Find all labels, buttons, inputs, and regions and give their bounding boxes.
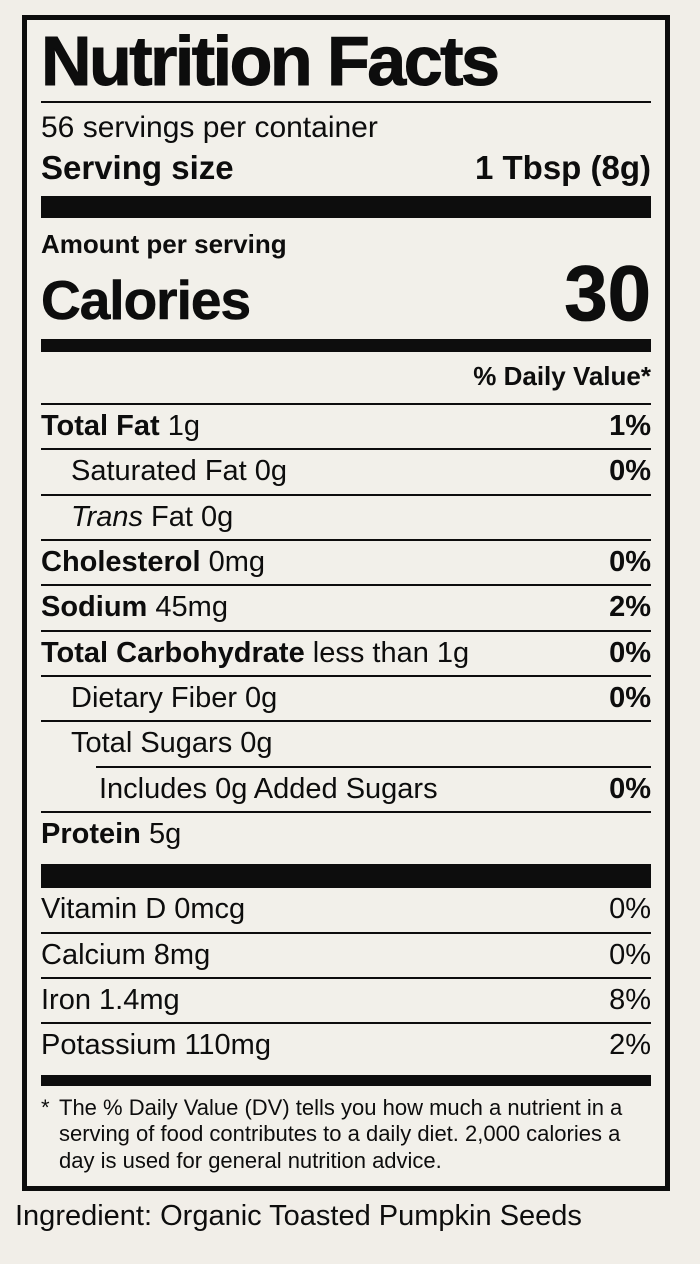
nutrient-dv: 0% xyxy=(609,546,651,579)
vitamin-dv: 0% xyxy=(609,938,651,971)
section-bar-medium xyxy=(41,338,651,352)
calories-value: 30 xyxy=(564,249,652,338)
divider-inset xyxy=(96,765,651,768)
daily-value-footnote: * The % Daily Value (DV) tells you how m… xyxy=(41,1086,651,1174)
divider xyxy=(41,931,651,934)
divider xyxy=(41,675,651,678)
amount-per-serving: Amount per serving xyxy=(41,228,287,259)
ingredient-statement: Ingredient: Organic Toasted Pumpkin Seed… xyxy=(15,1200,582,1232)
divider xyxy=(41,811,651,814)
nutrient-row-added-sugars: Includes 0g Added Sugars 0% xyxy=(99,772,651,805)
divider xyxy=(41,584,651,587)
section-bar-thick xyxy=(41,195,651,218)
label-title: Nutrition Facts xyxy=(41,25,651,104)
vitamin-row-vitamin-d: Vitamin D 0mcg 0% xyxy=(41,893,651,926)
nutrient-dv: 1% xyxy=(609,409,651,442)
footnote-asterisk: * xyxy=(41,1094,50,1120)
divider xyxy=(41,448,651,451)
nutrient-dv: 0% xyxy=(609,772,651,805)
serving-size-row: Serving size 1 Tbsp (8g) xyxy=(41,147,651,195)
serving-size-label: Serving size xyxy=(41,149,234,187)
nutrient-row-cholesterol: Cholesterol 0mg 0% xyxy=(41,546,651,579)
nutrient-row-dietary-fiber: Dietary Fiber 0g 0% xyxy=(71,682,651,715)
calories-label: Calories xyxy=(41,269,252,332)
vitamin-row-calcium: Calcium 8mg 0% xyxy=(41,938,651,971)
nutrient-row-total-carbohydrate: Total Carbohydrate less than 1g 0% xyxy=(41,636,651,669)
section-bar-footnote xyxy=(41,1074,651,1086)
nutrient-row-total-fat: Total Fat 1g 1% xyxy=(41,409,651,442)
vitamin-dv: 8% xyxy=(609,984,651,1017)
nutrient-row-saturated-fat: Saturated Fat 0g 0% xyxy=(71,455,651,488)
divider xyxy=(41,629,651,632)
daily-value-header: % Daily Value* xyxy=(473,360,651,391)
vitamin-row-potassium: Potassium 110mg 2% xyxy=(41,1029,651,1062)
serving-size-value: 1 Tbsp (8g) xyxy=(474,149,651,187)
nutrient-dv: 2% xyxy=(609,591,651,624)
nutrient-row-sodium: Sodium 45mg 2% xyxy=(41,591,651,624)
nutrition-facts-label: Nutrition Facts 56 servings per containe… xyxy=(22,15,670,1191)
divider xyxy=(41,720,651,723)
nutrient-dv: 0% xyxy=(609,682,651,715)
nutrient-row-trans-fat: Trans Fat 0g xyxy=(71,500,234,533)
divider xyxy=(41,493,651,496)
vitamin-dv: 2% xyxy=(609,1029,651,1062)
divider xyxy=(41,977,651,980)
vitamin-row-iron: Iron 1.4mg 8% xyxy=(41,984,651,1017)
servings-per-container: 56 servings per container xyxy=(41,111,378,145)
nutrient-dv: 0% xyxy=(609,636,651,669)
nutrient-name: Total Fat xyxy=(41,409,160,442)
nutrient-row-total-sugars: Total Sugars 0g xyxy=(71,727,273,760)
divider xyxy=(41,1022,651,1025)
nutrient-row-protein: Protein 5g xyxy=(41,818,182,851)
divider xyxy=(41,539,651,542)
divider xyxy=(41,402,651,405)
footnote-text: The % Daily Value (DV) tells you how muc… xyxy=(59,1094,623,1173)
vitamin-dv: 0% xyxy=(609,893,651,926)
nutrient-dv: 0% xyxy=(609,455,651,488)
section-bar-vitamins xyxy=(41,864,651,889)
calories-row: Calories 30 xyxy=(41,249,652,338)
